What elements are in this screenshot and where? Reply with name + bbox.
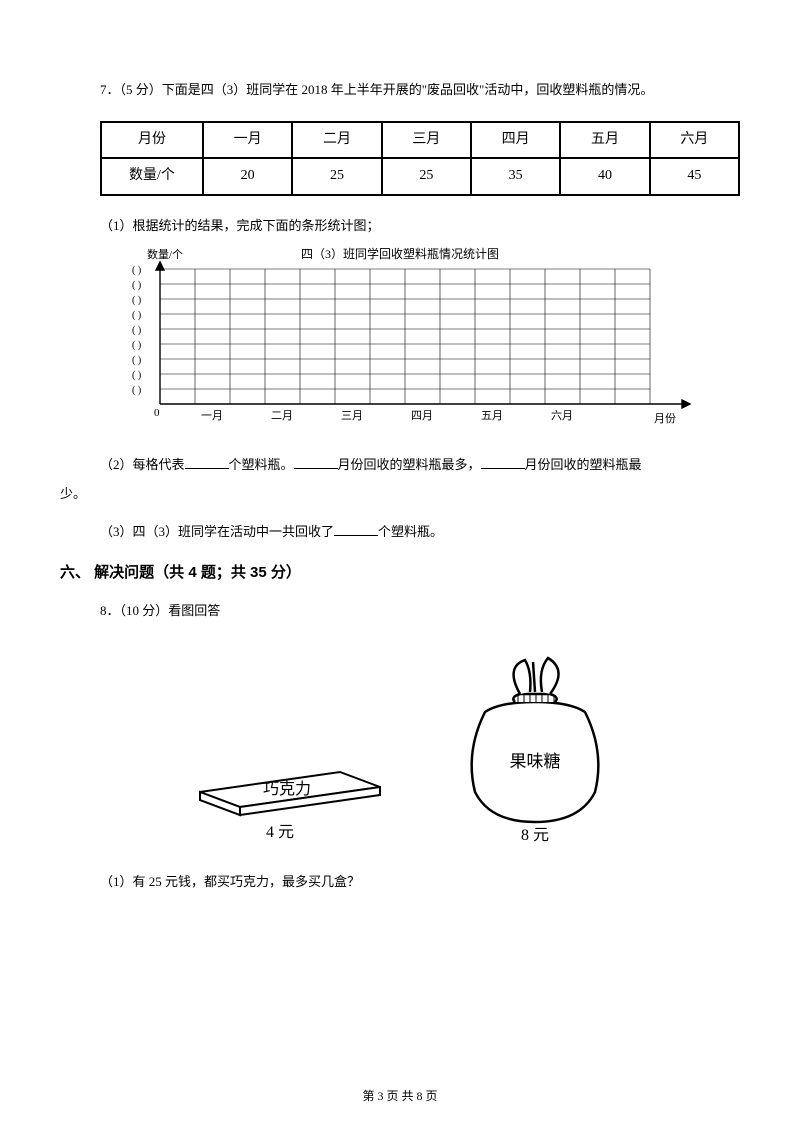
table-header-cell: 三月 xyxy=(382,122,471,158)
table-header-cell: 四月 xyxy=(471,122,560,158)
chart-title: 四（3）班同学回收塑料瓶情况统计图 xyxy=(301,246,499,261)
table-cell: 25 xyxy=(382,158,471,194)
svg-text:( ): ( ) xyxy=(132,385,141,396)
table-row: 月份 一月 二月 三月 四月 五月 六月 xyxy=(101,122,739,158)
svg-text:( ): ( ) xyxy=(132,295,141,306)
svg-text:( ): ( ) xyxy=(132,325,141,336)
table-header-cell: 一月 xyxy=(203,122,292,158)
page-footer: 第 3 页 共 8 页 xyxy=(0,1087,800,1104)
chart-x-label: 五月 xyxy=(481,410,503,422)
table-cell: 35 xyxy=(471,158,560,194)
chart-x-unit: 月份 xyxy=(654,412,676,425)
blank[interactable] xyxy=(294,454,338,469)
q7-sub2-mid1: 个塑料瓶。 xyxy=(229,457,294,472)
q7-sub2-mid2: 月份回收的塑料瓶最多， xyxy=(338,457,481,472)
chocolate-icon: 巧克力 4 元 xyxy=(180,712,390,842)
q8-images: 巧克力 4 元 xyxy=(60,652,740,842)
section6-header: 六、 解决问题（共 4 题；共 35 分） xyxy=(60,561,740,585)
q7-sub2-pre: （2）每格代表 xyxy=(100,457,185,472)
svg-text:( ): ( ) xyxy=(132,370,141,381)
svg-text:( ): ( ) xyxy=(132,280,141,291)
table-cell: 40 xyxy=(560,158,649,194)
table-row-label: 数量/个 xyxy=(101,158,203,194)
chart-x-label: 六月 xyxy=(551,409,573,422)
q7-sub3-pre: （3）四（3）班同学在活动中一共回收了 xyxy=(100,524,334,539)
table-cell: 25 xyxy=(292,158,381,194)
table-header-cell: 五月 xyxy=(560,122,649,158)
chart-x-label: 四月 xyxy=(411,410,433,422)
candy-price: 8 元 xyxy=(521,827,549,842)
table-cell: 45 xyxy=(650,158,739,194)
table-header-cell: 六月 xyxy=(650,122,739,158)
candy-label: 果味糖 xyxy=(510,752,561,771)
q7-chart: 四（3）班同学回收塑料瓶情况统计图 数量/个 xyxy=(100,244,740,434)
table-row: 数量/个 20 25 25 35 40 45 xyxy=(101,158,739,194)
table-cell: 20 xyxy=(203,158,292,194)
q7-sub2-end: 月份回收的塑料瓶最 xyxy=(525,457,642,472)
chocolate-price: 4 元 xyxy=(266,824,294,841)
q7-sub1: （1）根据统计的结果，完成下面的条形统计图； xyxy=(100,216,740,237)
q7-sub2-line2: 少。 xyxy=(60,484,740,505)
svg-text:( ): ( ) xyxy=(132,355,141,366)
svg-text:( ): ( ) xyxy=(132,265,141,276)
q7-sub3: （3）四（3）班同学在活动中一共回收了 个塑料瓶。 xyxy=(100,521,740,543)
blank[interactable] xyxy=(185,454,229,469)
candy-bag-icon: 果味糖 8 元 xyxy=(450,652,620,842)
chart-x-label: 二月 xyxy=(271,410,293,422)
q8-sub1: （1）有 25 元钱，都买巧克力，最多买几盒？ xyxy=(100,872,740,893)
blank[interactable] xyxy=(334,521,378,536)
chart-y-label: 数量/个 xyxy=(147,248,183,261)
table-header-month: 月份 xyxy=(101,122,203,158)
chocolate-label: 巧克力 xyxy=(263,780,311,798)
chart-x-label: 一月 xyxy=(201,410,223,422)
q7-data-table: 月份 一月 二月 三月 四月 五月 六月 数量/个 20 25 25 35 40… xyxy=(100,121,740,196)
q7-sub2-line1: （2）每格代表 个塑料瓶。 月份回收的塑料瓶最多， 月份回收的塑料瓶最 xyxy=(100,454,740,476)
q8-stem: 8．（10 分）看图回答 xyxy=(100,601,740,622)
q7-sub3-end: 个塑料瓶。 xyxy=(378,524,443,539)
chart-origin: 0 xyxy=(154,407,160,419)
svg-text:( ): ( ) xyxy=(132,340,141,351)
table-header-cell: 二月 xyxy=(292,122,381,158)
q7-stem: 7．（5 分）下面是四（3）班同学在 2018 年上半年开展的"废品回收"活动中… xyxy=(100,80,740,101)
chart-x-label: 三月 xyxy=(341,410,363,422)
svg-text:( ): ( ) xyxy=(132,310,141,321)
blank[interactable] xyxy=(481,454,525,469)
